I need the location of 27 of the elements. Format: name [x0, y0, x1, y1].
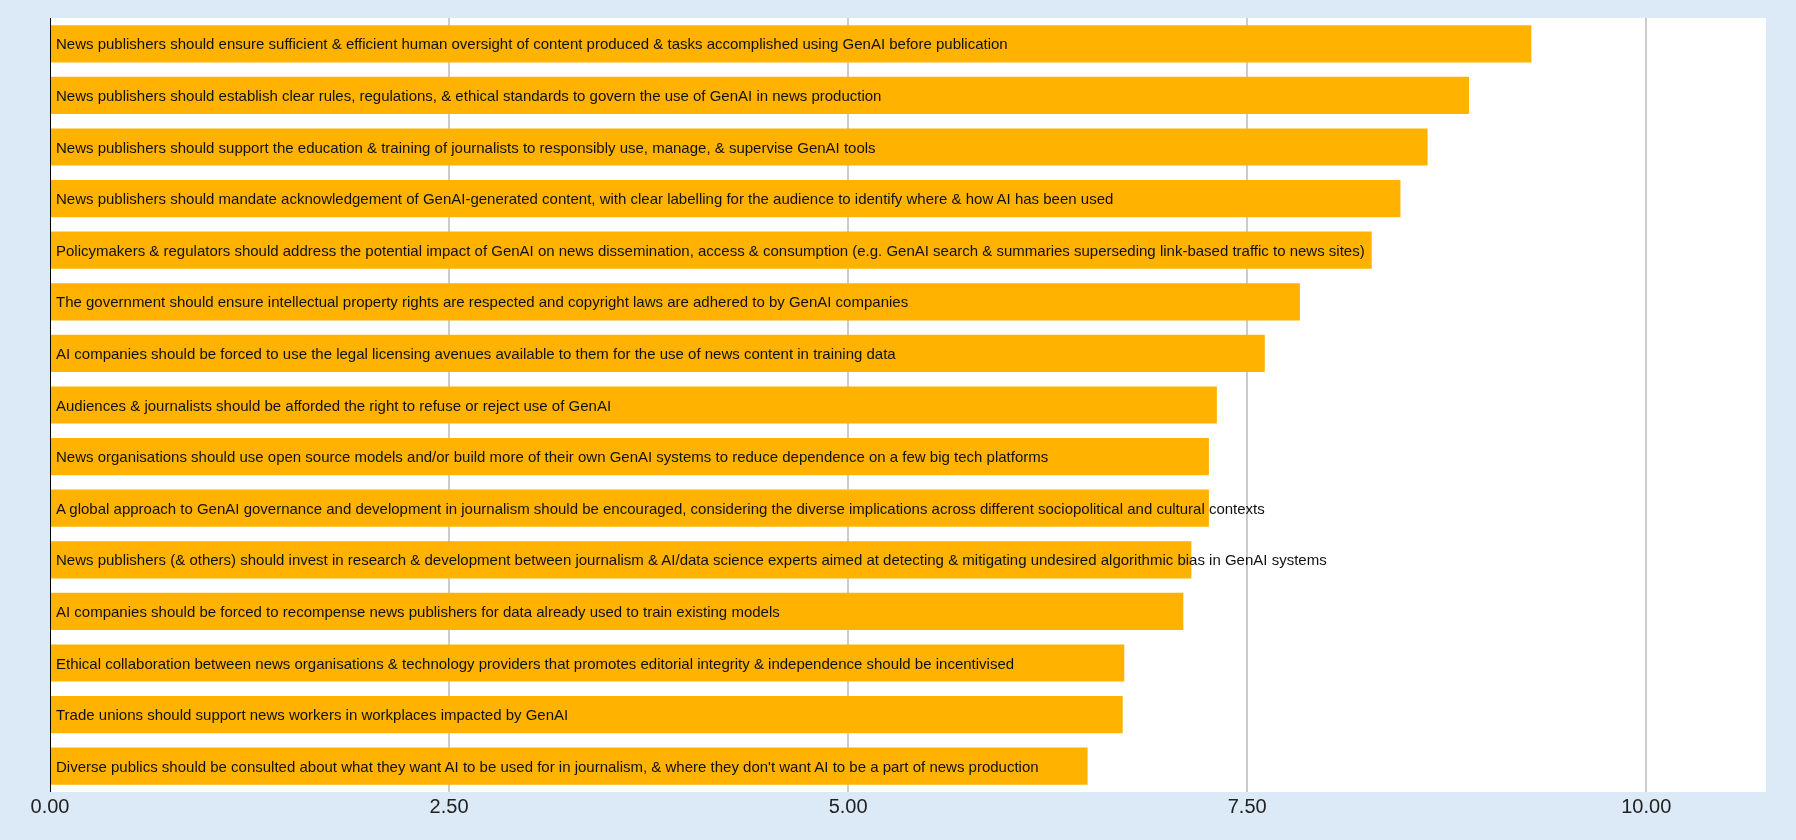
y-tick-label: AI companies should be forced to use the legal licensing avenues available to them for the use of news content in training data [56, 345, 897, 362]
bar [50, 76, 1470, 114]
bar [50, 128, 1428, 166]
bar [50, 25, 1532, 63]
y-tick-label: Ethical collaboration between news organisations & technology providers that promotes editorial integrity & independence should be incentivised [56, 655, 1015, 672]
y-tick-label: Diverse publics should be consulted about what they want AI to be used for in journalism, & where they don't want AI to be a part of news production [56, 758, 1039, 775]
y-tick-label: The government should ensure intellectual property rights are respected and copyright laws are adhered to by GenAI companies [56, 293, 909, 310]
bar [50, 283, 1300, 321]
y-tick-label: News publishers should mandate acknowledgement of GenAI-generated content, with clear labelling for the audience to identify where & how AI has been used [56, 190, 1114, 207]
y-tick-label: Policymakers & regulators should address the potential impact of GenAI on news dissemination, access & consumption (e.g. GenAI search & summaries superseding link-based traffic to news sites) [56, 242, 1365, 259]
y-tick-label: Trade unions should support news workers in workplaces impacted by GenAI [56, 706, 569, 723]
y-tick-label: News publishers should support the education & training of journalists to responsibly use, manage, & supervise GenAI tools [56, 139, 876, 156]
bar [50, 334, 1265, 372]
x-tick-label: 2.50 [429, 795, 469, 817]
y-tick-label: Audiences & journalists should be afforded the right to refuse or reject use of GenAI [56, 397, 612, 414]
x-tick-label: 0.00 [30, 795, 70, 817]
bar [50, 592, 1184, 630]
y-tick-label: AI companies should be forced to recompense news publishers for data already used to train existing models [56, 603, 780, 620]
y-tick-label: News organisations should use open source models and/or build more of their own GenAI systems to reduce dependence on a few big tech platforms [56, 448, 1049, 465]
y-tick-label: News publishers should ensure sufficient & efficient human oversight of content produced & tasks accomplished using GenAI before publication [56, 35, 1008, 52]
x-tick-label: 7.50 [1227, 795, 1267, 817]
y-tick-label: A global approach to GenAI governance and development in journalism should be encouraged, considering the diverse implications across different sociopolitical and cultural contexts [56, 500, 1265, 517]
x-tick-label: 10.00 [1621, 795, 1672, 817]
bar [50, 696, 1123, 734]
y-tick-label: News publishers should establish clear rules, regulations, & ethical standards to govern the use of GenAI in news production [56, 87, 882, 104]
bar [50, 386, 1217, 424]
x-tick-label: 5.00 [828, 795, 868, 817]
